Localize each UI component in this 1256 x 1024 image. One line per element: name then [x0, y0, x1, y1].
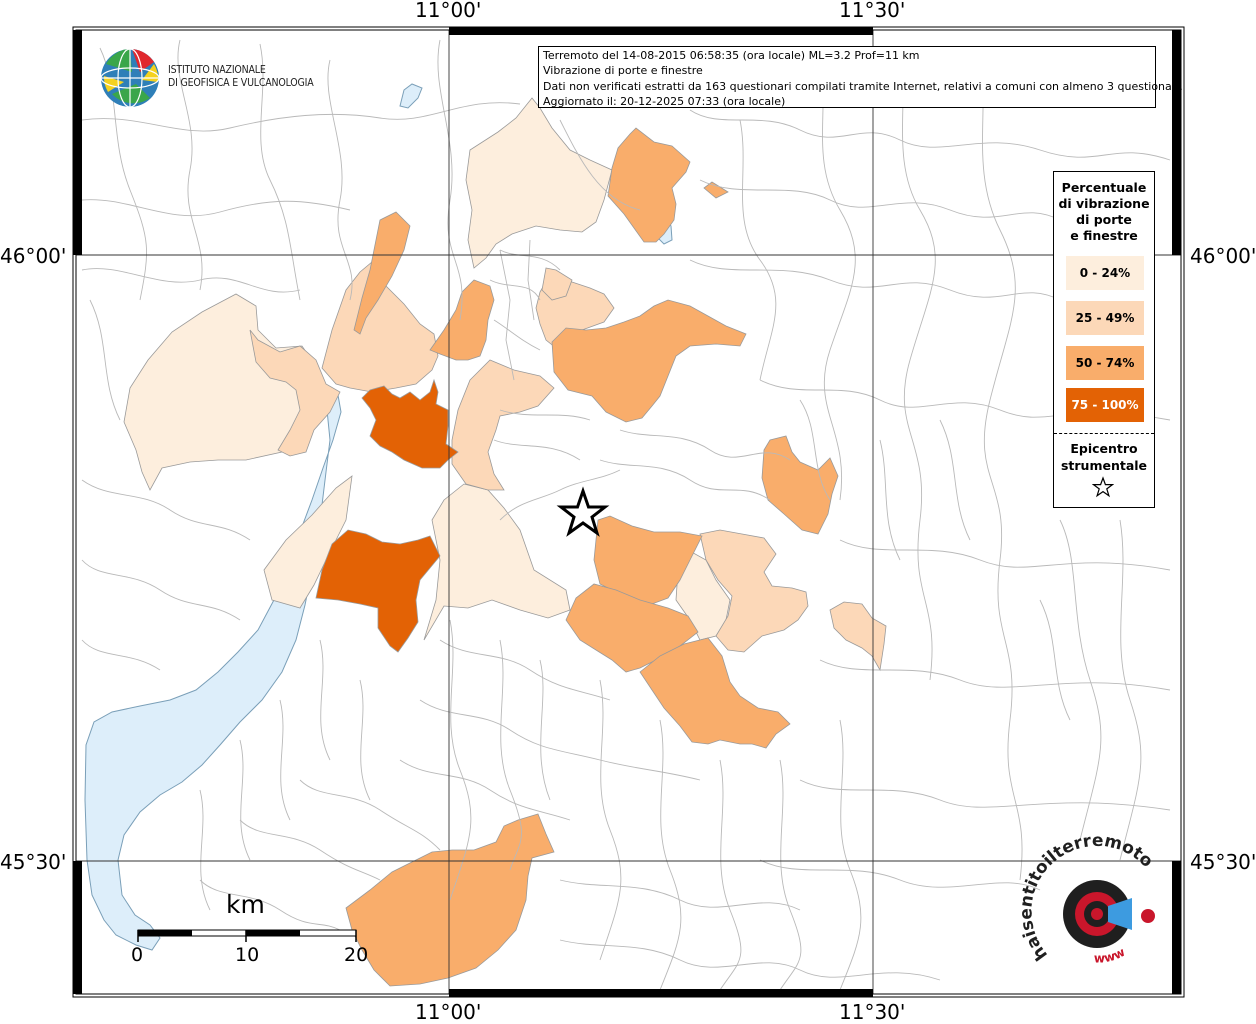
region-class4 [315, 529, 441, 653]
region-class3 [565, 583, 699, 673]
legend-title-line2: di vibrazione [1058, 196, 1150, 211]
legend-epicenter-line1: Epicentro [1070, 441, 1138, 456]
legend-title-line1: Percentuale [1061, 180, 1147, 195]
lat-label-upper-right: 46°00' [1190, 244, 1256, 268]
region-class3 [593, 515, 703, 605]
region-class3 [703, 181, 729, 199]
legend-title-line3: di porte [1076, 212, 1132, 227]
event-info-line3: Dati non verificati estratti da 163 ques… [543, 79, 1183, 93]
legend-separator [1054, 433, 1154, 434]
region-class2 [451, 359, 555, 491]
legend-epicenter-label: Epicentro strumentale [1054, 440, 1154, 474]
event-info-line4: Aggiornato il: 20-12-2025 07:33 (ora loc… [543, 94, 786, 108]
legend: Percentuale di vibrazione di porte e fin… [1053, 171, 1155, 508]
event-info-line2: Vibrazione di porte e finestre [543, 64, 703, 78]
region-class3 [607, 127, 691, 243]
region-class3 [639, 637, 791, 749]
legend-title: Percentuale di vibrazione di porte e fin… [1054, 180, 1154, 244]
lon-label-bottom-right: 11°30' [839, 1000, 906, 1024]
region-class3 [551, 299, 747, 423]
map-frame [72, 26, 1185, 998]
scale-tick-20: 20 [344, 944, 369, 966]
institute-line2: DI GEOFISICA E VULCANOLOGIA [168, 77, 314, 89]
legend-title-line4: e finestre [1070, 228, 1138, 243]
region-class2 [541, 267, 573, 301]
intensity-regions [123, 97, 887, 987]
region-class3 [353, 211, 411, 335]
region-class3 [761, 435, 839, 535]
region-class2 [829, 601, 887, 672]
region-class1 [263, 475, 353, 609]
lat-label-upper-left: 46°00' [0, 244, 67, 268]
region-class2 [249, 329, 341, 457]
haisentito-logo-icon [1063, 880, 1155, 948]
lat-label-lower-right: 45°30' [1190, 850, 1256, 874]
event-info-line1: Terremoto del 14-08-2015 06:58:35 (ora l… [543, 49, 920, 62]
graticule [76, 30, 1181, 994]
legend-star-icon [1092, 476, 1114, 498]
legend-class1: 0 - 24% [1066, 256, 1144, 290]
scale-bar [137, 929, 357, 942]
region-class1 [465, 97, 613, 269]
ingv-globe-icon [100, 48, 160, 108]
institute-name: ISTITUTO NAZIONALE DI GEOFISICA E VULCAN… [168, 64, 314, 90]
scale-unit: km [226, 890, 265, 919]
region-class2 [699, 529, 809, 653]
legend-class2: 25 - 49% [1066, 301, 1144, 335]
lon-label-top-left: 11°00' [415, 0, 482, 22]
scale-tick-0: 0 [131, 944, 144, 966]
legend-class3: 50 - 74% [1066, 346, 1144, 380]
region-class3 [429, 279, 495, 361]
legend-class4: 75 - 100% [1066, 388, 1144, 422]
institute-line1: ISTITUTO NAZIONALE [168, 64, 266, 76]
scale-tick-10: 10 [235, 944, 260, 966]
lat-label-lower-left: 45°30' [0, 850, 67, 874]
epicenter-star [556, 486, 610, 537]
haisentito-logo-text: haisentitoilterremoto.it [0, 0, 1157, 964]
region-class1 [123, 293, 321, 491]
region-class4 [361, 378, 459, 469]
lon-label-top-right: 11°30' [839, 0, 906, 22]
lon-label-bottom-left: 11°00' [415, 1000, 482, 1024]
legend-epicenter-line2: strumentale [1060, 458, 1148, 473]
event-info-box: Terremoto del 14-08-2015 06:58:35 (ora l… [538, 46, 1183, 108]
region-class1 [423, 483, 571, 641]
